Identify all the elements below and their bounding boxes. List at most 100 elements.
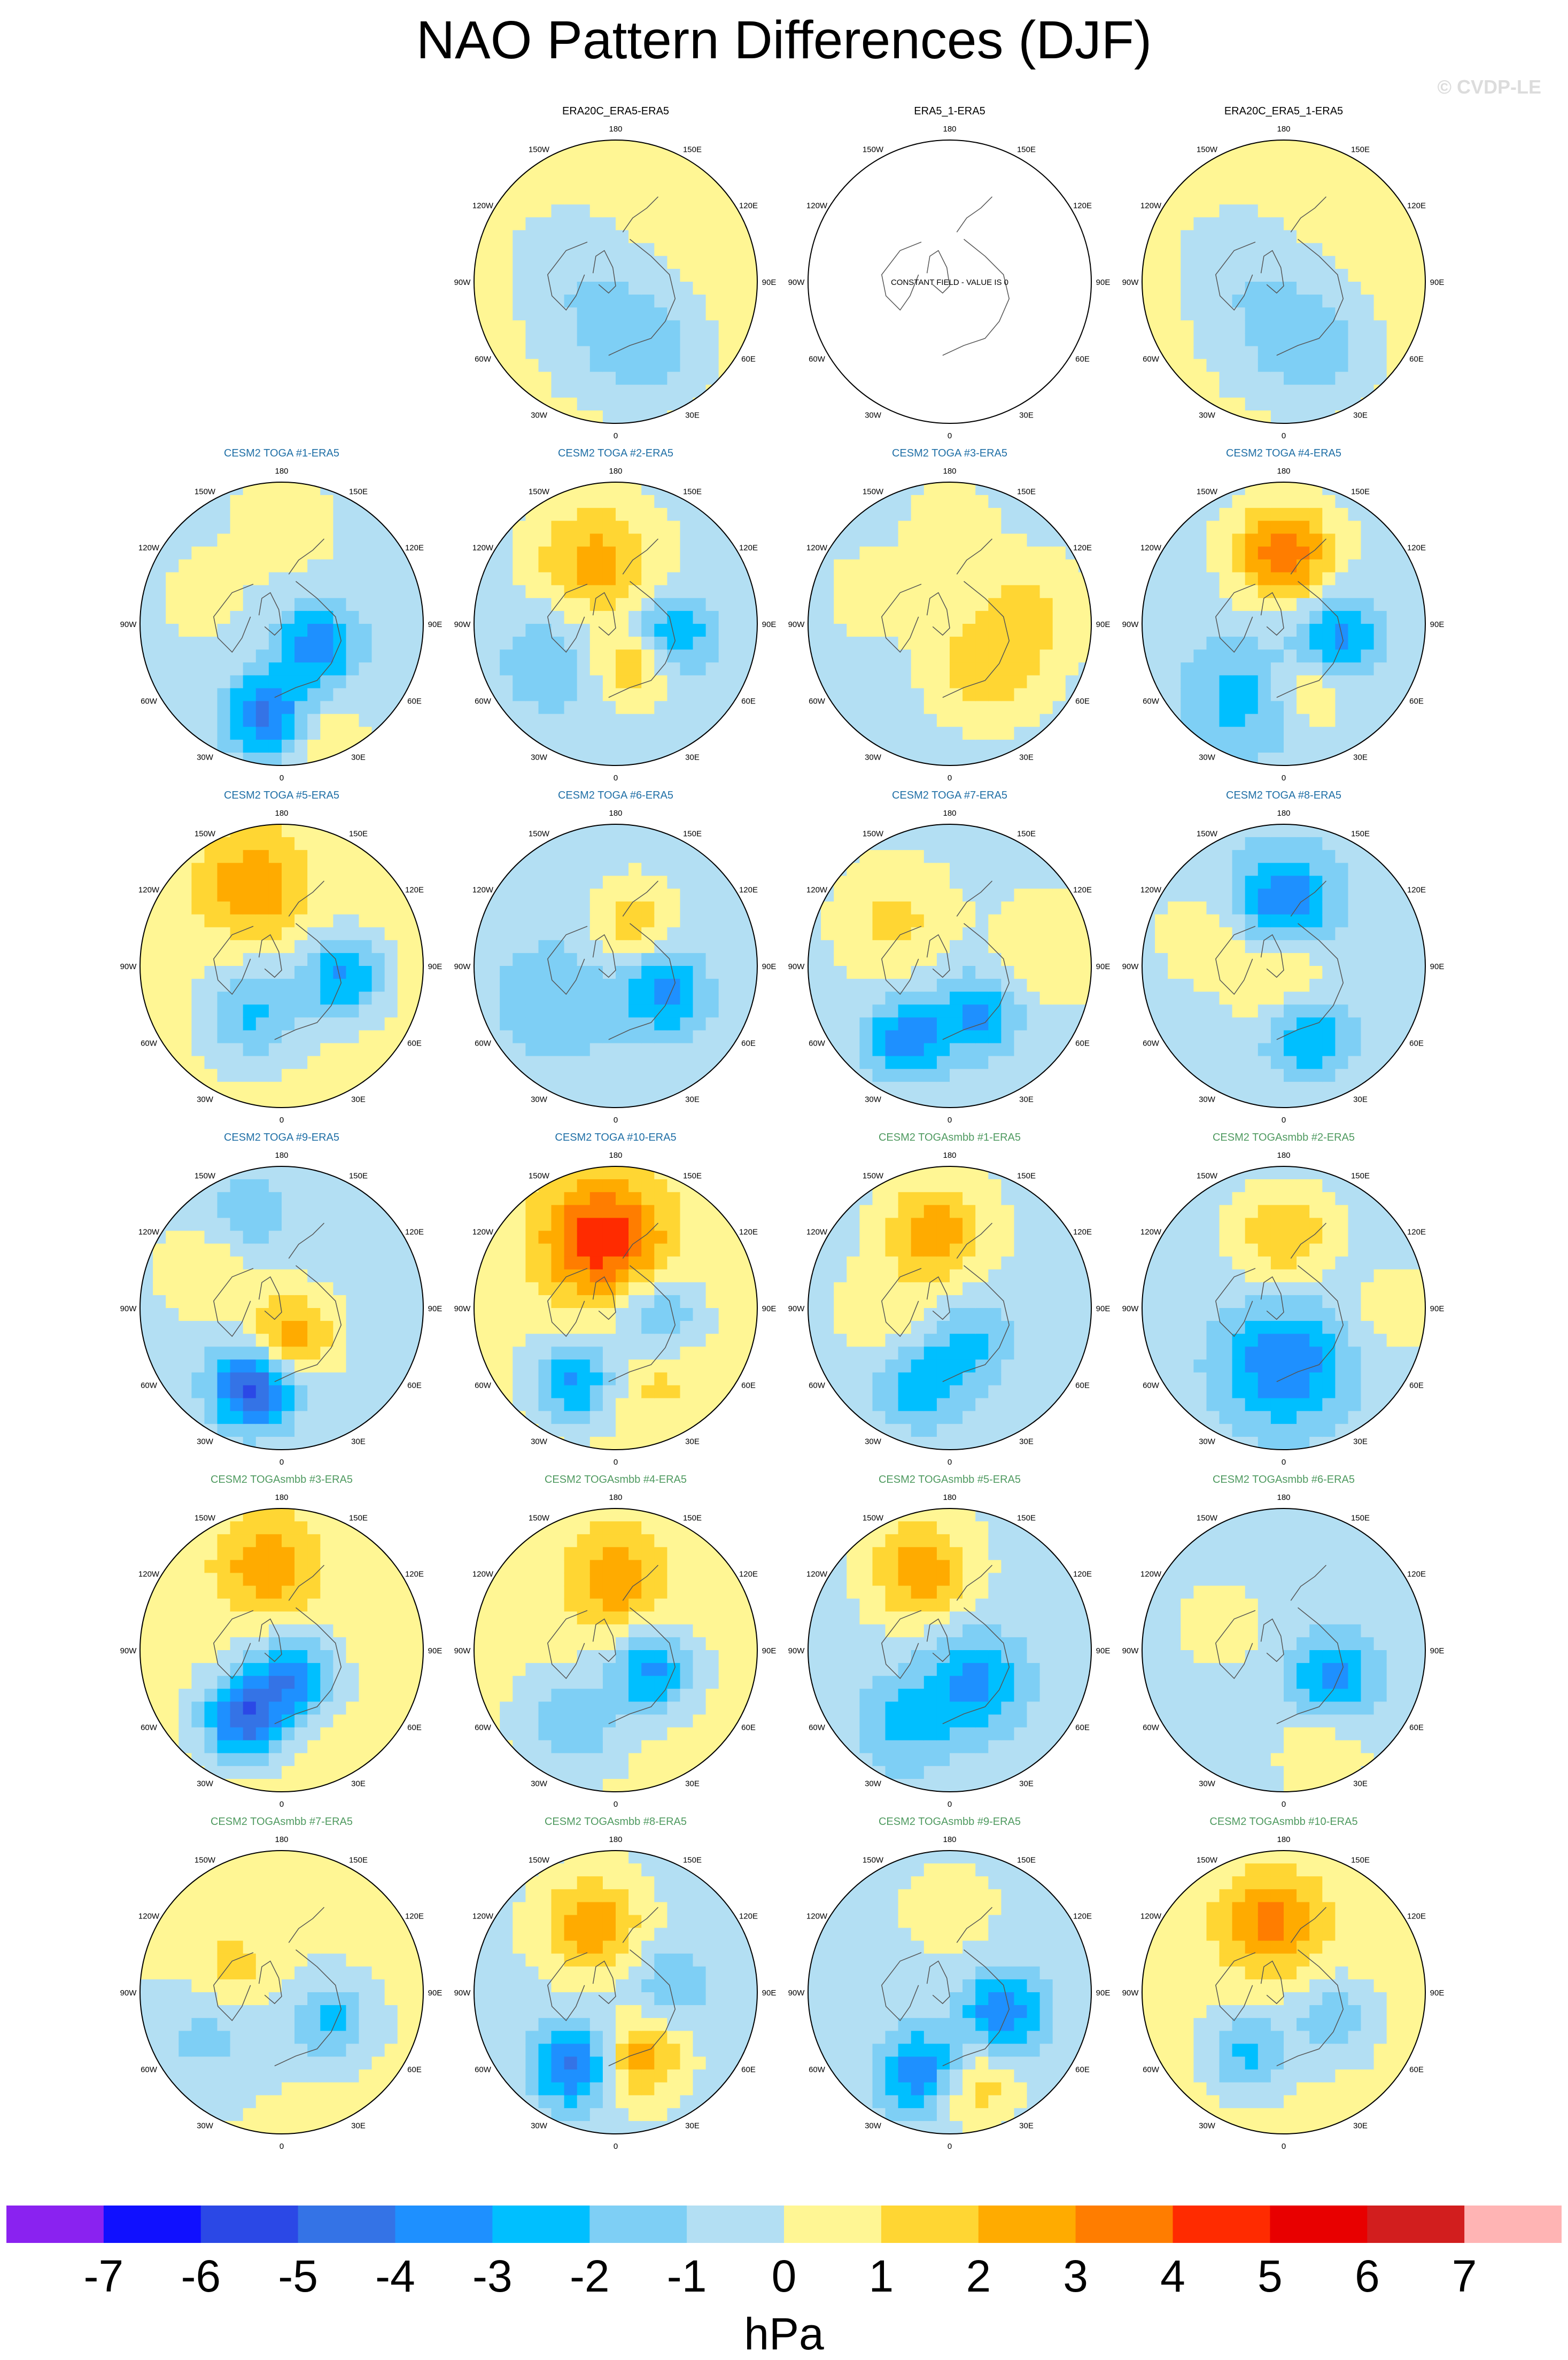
lon-label: 60W	[809, 1039, 826, 1048]
lon-label: 90W	[1122, 1646, 1139, 1655]
lon-label: 180	[1277, 1835, 1290, 1844]
lon-label: 30E	[685, 1779, 700, 1789]
lon-label: 150E	[349, 1514, 368, 1523]
slp-field	[808, 1508, 1092, 1792]
lon-label: 120E	[739, 1570, 758, 1579]
lon-label: 30E	[1353, 753, 1368, 762]
lon-label: 180	[275, 809, 288, 818]
lon-label: 90E	[762, 1646, 777, 1655]
lon-label: 150E	[683, 830, 702, 839]
map-panel: CESM2 TOGAsmbb #3-ERA5180150E120E90E60E3…	[120, 1474, 443, 1809]
slp-field	[1142, 1508, 1426, 1792]
lon-label: 120W	[472, 886, 494, 895]
slp-field	[474, 824, 758, 1108]
lon-label: 60W	[1143, 697, 1160, 706]
colorbar-box	[1076, 2206, 1173, 2243]
slp-field	[808, 482, 1092, 766]
lon-label: 60W	[475, 1723, 492, 1732]
lon-label: 150E	[683, 1856, 702, 1865]
lon-label: 60W	[1143, 2065, 1160, 2075]
map-panel: CESM2 TOGAsmbb #10-ERA5180150E120E90E60E…	[1122, 1816, 1445, 2151]
slp-field	[808, 1166, 1092, 1450]
lon-label: 150W	[863, 488, 884, 497]
lon-label: 0	[1282, 773, 1286, 783]
lon-label: 30W	[531, 411, 548, 420]
lon-label: 60W	[1143, 355, 1160, 364]
lon-label: 30E	[351, 753, 366, 762]
slp-field	[474, 140, 758, 424]
lon-label: 0	[280, 1116, 284, 1125]
colorbar-box	[589, 2206, 687, 2243]
lon-label: 60E	[1075, 1039, 1090, 1048]
panel-title: CESM2 TOGA #7-ERA5	[892, 790, 1007, 801]
lon-label: 30W	[197, 753, 214, 762]
colorbar-box	[784, 2206, 881, 2243]
lon-label: 150E	[683, 1514, 702, 1523]
lon-label: 90E	[762, 1304, 777, 1313]
lon-label: 0	[614, 1800, 618, 1809]
lon-label: 30E	[685, 1095, 700, 1104]
colorbar-tick-label: -2	[557, 2250, 622, 2302]
map-panel: CESM2 TOGA #1-ERA5180150E120E90E60E30E03…	[120, 447, 443, 783]
lon-label: 0	[948, 1800, 952, 1809]
lon-label: 120E	[739, 1228, 758, 1237]
panel-title: CESM2 TOGA #2-ERA5	[558, 447, 673, 459]
lon-label: 120E	[405, 1228, 424, 1237]
lon-label: 150E	[349, 488, 368, 497]
colorbar-box	[201, 2206, 298, 2243]
lon-label: 60W	[475, 355, 492, 364]
lon-label: 60W	[809, 1723, 826, 1732]
lon-label: 120W	[138, 1228, 160, 1237]
lon-label: 60E	[1075, 355, 1090, 364]
lon-label: 150E	[683, 145, 702, 154]
lon-label: 150W	[863, 1514, 884, 1523]
lon-label: 180	[275, 467, 288, 476]
lon-label: 150W	[1197, 1172, 1218, 1181]
lon-label: 150E	[683, 488, 702, 497]
colorbar-tick-label: 0	[752, 2250, 816, 2302]
lon-label: 60E	[1409, 355, 1424, 364]
map-panel: CESM2 TOGA #9-ERA5180150E120E90E60E30E03…	[120, 1132, 443, 1467]
lon-label: 150E	[1351, 488, 1370, 497]
lon-label: 150E	[1017, 1856, 1036, 1865]
lon-label: 60W	[475, 2065, 492, 2075]
map-panel: CESM2 TOGA #8-ERA5180150E120E90E60E30E03…	[1122, 790, 1445, 1125]
lon-label: 180	[275, 1835, 288, 1844]
lon-label: 30E	[1353, 411, 1368, 420]
lon-label: 180	[1277, 125, 1290, 134]
colorbar-tick-label: 3	[1044, 2250, 1108, 2302]
lon-label: 120W	[138, 1912, 160, 1921]
lon-label: 120E	[1407, 1912, 1426, 1921]
lon-label: 120E	[405, 1570, 424, 1579]
lon-label: 150W	[863, 830, 884, 839]
lon-label: 180	[943, 1835, 956, 1844]
lon-label: 0	[1282, 1116, 1286, 1125]
lon-label: 90W	[788, 278, 805, 287]
colorbar-tick-label: 4	[1141, 2250, 1205, 2302]
lon-label: 120W	[1140, 1912, 1162, 1921]
lon-label: 180	[1277, 809, 1290, 818]
lon-label: 60W	[141, 1723, 158, 1732]
lon-label: 60E	[407, 2065, 422, 2075]
panel-title: CESM2 TOGAsmbb #3-ERA5	[211, 1474, 353, 1485]
lon-label: 180	[609, 467, 622, 476]
lon-label: 0	[1282, 1800, 1286, 1809]
lon-label: 60E	[1409, 1723, 1424, 1732]
lon-label: 90E	[1096, 1988, 1111, 1998]
lon-label: 120W	[806, 886, 828, 895]
lon-label: 120W	[472, 1570, 494, 1579]
colorbar-box	[1173, 2206, 1270, 2243]
lon-label: 90W	[120, 620, 137, 629]
lon-label: 120W	[138, 1570, 160, 1579]
colorbar-box	[298, 2206, 395, 2243]
lon-label: 150E	[1017, 145, 1036, 154]
colorbar-tick-label: -4	[363, 2250, 428, 2302]
lon-label: 120W	[806, 202, 828, 211]
slp-field	[474, 482, 758, 766]
lon-label: 90E	[1096, 1304, 1111, 1313]
lon-label: 150E	[349, 1856, 368, 1865]
lon-label: 120E	[405, 886, 424, 895]
lon-label: 120W	[472, 1912, 494, 1921]
lon-label: 60E	[1075, 2065, 1090, 2075]
slp-field	[140, 1508, 424, 1792]
